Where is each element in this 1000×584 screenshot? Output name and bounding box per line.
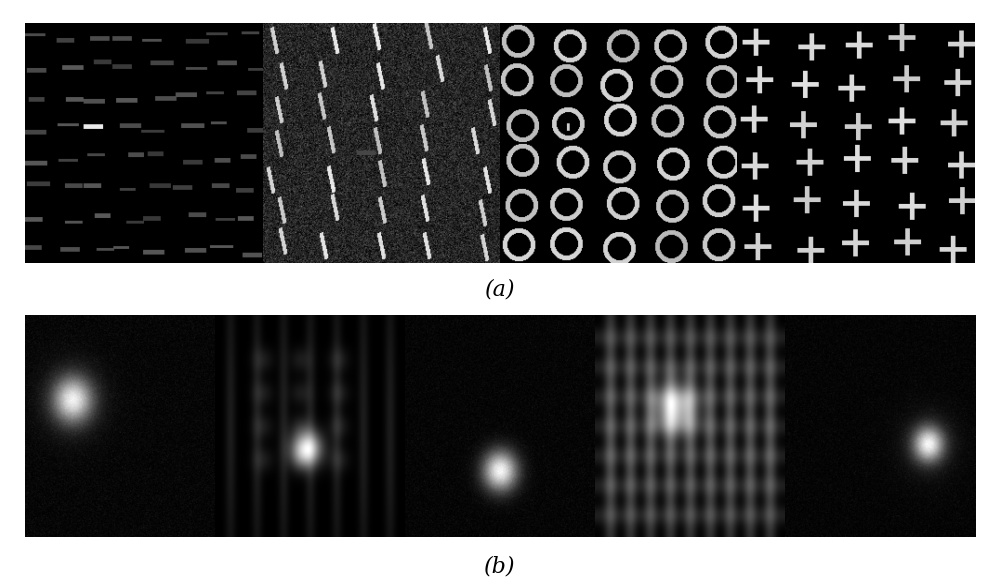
Text: (b): (b) xyxy=(484,555,516,578)
Text: (a): (a) xyxy=(485,278,515,300)
